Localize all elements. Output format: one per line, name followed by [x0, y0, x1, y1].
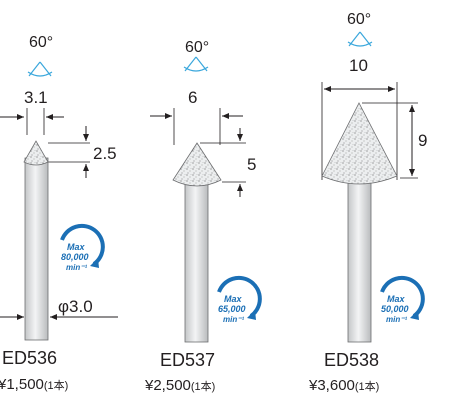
rpm-unit: min⁻¹: [386, 315, 407, 324]
grinding-head: [321, 102, 398, 185]
max-rpm-value: 80,000: [61, 252, 89, 262]
angle-label: 60°: [185, 39, 209, 56]
arrowhead-icon: [247, 310, 256, 320]
max-label: Max: [224, 294, 243, 304]
arrowhead-icon: [410, 310, 419, 320]
rotation-arrow-icon: [217, 275, 262, 318]
product-price: ¥1,500(1本): [0, 376, 68, 393]
shank: [184, 179, 209, 343]
max-rpm-badge: Max 80,000 min⁻¹: [60, 223, 105, 272]
angle-label: 60°: [347, 11, 371, 28]
product-ed538: 60° 10 9 Max 50,000 min⁻¹ ED538 ¥3,600(1…: [308, 11, 427, 394]
rpm-unit: min⁻¹: [223, 315, 244, 324]
angle-icon: [347, 31, 373, 47]
rotation-arrow-icon: [380, 275, 425, 318]
head-length-label: 9: [418, 131, 427, 150]
max-rpm-badge: Max 50,000 min⁻¹: [380, 275, 425, 324]
product-code: ED536: [2, 348, 57, 368]
head-length-label: 2.5: [93, 144, 117, 163]
head-diameter-label: 10: [349, 56, 368, 75]
head-diameter-label: 3.1: [24, 88, 48, 107]
max-label: Max: [387, 294, 406, 304]
product-price: ¥3,600(1本): [308, 377, 379, 394]
max-rpm-badge: Max 65,000 min⁻¹: [217, 275, 262, 324]
head-diameter-label: 6: [188, 88, 197, 107]
shank-diameter-label: φ3.0: [58, 297, 93, 316]
angle-icon: [183, 56, 209, 72]
grinding-head: [172, 142, 222, 187]
max-label: Max: [67, 242, 86, 252]
angle-icon: [27, 61, 53, 77]
rpm-unit: min⁻¹: [66, 263, 87, 272]
angle-label: 60°: [29, 34, 53, 51]
product-code: ED537: [160, 350, 215, 370]
max-rpm-value: 50,000: [381, 304, 409, 314]
product-code: ED538: [324, 350, 379, 370]
arrowhead-icon: [90, 258, 99, 268]
rotation-arrow-icon: [60, 223, 105, 266]
shank: [24, 157, 49, 341]
product-price: ¥2,500(1本): [144, 377, 215, 394]
product-ed537: 60° 6 5 Max 65,000 min⁻¹ ED537 ¥2,500(1本…: [144, 39, 262, 394]
max-rpm-value: 65,000: [218, 304, 246, 314]
head-length-label: 5: [247, 155, 256, 174]
shank: [347, 177, 372, 343]
grinding-head: [23, 140, 49, 166]
product-ed536: 60° 3.1 2.5 φ3.0 Max 80,000 min⁻¹ ED536 …: [0, 34, 118, 393]
